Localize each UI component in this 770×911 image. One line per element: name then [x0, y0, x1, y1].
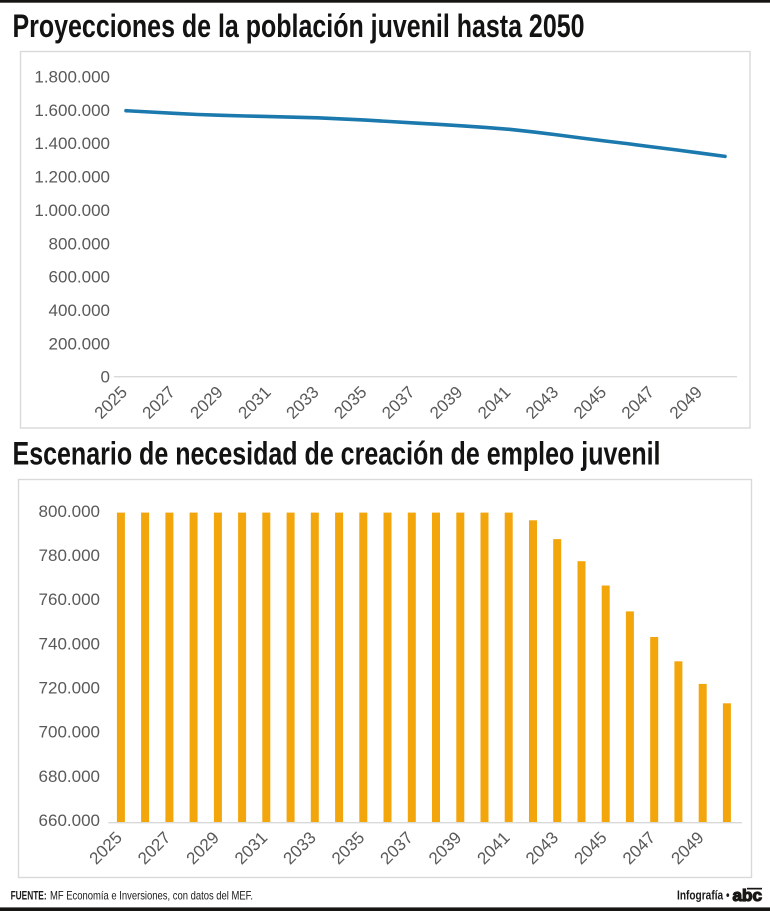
svg-text:FUENTE:: FUENTE: — [11, 888, 47, 902]
svg-text:200.000: 200.000 — [49, 334, 110, 353]
svg-text:680.000: 680.000 — [39, 767, 100, 786]
svg-text:1.000.000: 1.000.000 — [34, 201, 110, 220]
svg-text:1.200.000: 1.200.000 — [34, 168, 110, 187]
svg-text:400.000: 400.000 — [49, 301, 110, 320]
svg-text:800.000: 800.000 — [39, 502, 100, 521]
svg-text:740.000: 740.000 — [39, 634, 100, 653]
svg-text:1.800.000: 1.800.000 — [34, 68, 110, 87]
svg-text:MF Economía e Inversiones, con: MF Economía e Inversiones, con datos del… — [50, 888, 253, 902]
svg-text:abc: abc — [733, 887, 763, 905]
svg-text:800.000: 800.000 — [49, 234, 110, 253]
svg-text:700.000: 700.000 — [39, 723, 100, 742]
svg-text:Infografía •: Infografía • — [677, 888, 730, 902]
svg-text:Escenario de necesidad de crea: Escenario de necesidad de creación de em… — [13, 436, 661, 472]
svg-text:1.400.000: 1.400.000 — [34, 134, 110, 153]
svg-text:720.000: 720.000 — [39, 679, 100, 698]
svg-text:780.000: 780.000 — [39, 546, 100, 565]
svg-text:0: 0 — [101, 368, 110, 387]
svg-text:600.000: 600.000 — [49, 268, 110, 287]
svg-text:760.000: 760.000 — [39, 590, 100, 609]
svg-text:Proyecciones de la población j: Proyecciones de la población juvenil has… — [13, 8, 585, 44]
svg-text:660.000: 660.000 — [39, 811, 100, 830]
svg-text:1.600.000: 1.600.000 — [34, 101, 110, 120]
